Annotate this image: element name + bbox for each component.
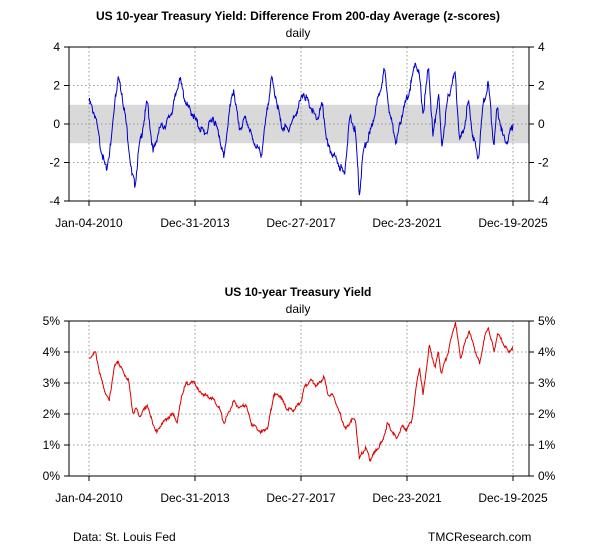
y-tick-label-left: 5% [43,314,61,328]
x-tick-label: Dec-27-2017 [266,216,336,230]
yield-chart-title: US 10-year Treasury Yield [225,285,372,299]
y-tick-label-left: 3% [43,376,61,390]
plot-frame [68,320,530,477]
site-credit: TMCResearch.com [428,530,532,544]
y-tick-label-right: 2% [538,407,556,421]
y-tick-label-right: 0 [538,117,545,131]
x-tick-label: Dec-19-2025 [478,216,548,230]
y-tick-label-left: -2 [49,156,60,170]
y-tick-label-left: 4 [53,40,60,54]
y-tick-label-right: -2 [538,156,549,170]
x-tick-label: Dec-31-2013 [160,216,230,230]
yield-chart-subtitle: daily [286,302,311,316]
y-tick-label-right: 3% [538,376,556,390]
y-tick-label-left: -4 [49,194,60,208]
zscore-panel: US 10-year Treasury Yield: Difference Fr… [49,9,549,230]
x-tick-label: Dec-23-2021 [372,491,442,505]
series-line [89,321,514,463]
x-tick-label: Dec-23-2021 [372,216,442,230]
y-tick-label-right: 5% [538,314,556,328]
y-tick-label-left: 2 [53,79,60,93]
zscore-chart-subtitle: daily [286,26,311,40]
data-source-note: Data: St. Louis Fed [73,530,176,544]
x-tick-label: Dec-19-2025 [478,491,548,505]
plot-frame [68,46,530,202]
x-tick-label: Jan-04-2010 [55,491,123,505]
y-tick-label-right: 1% [538,438,556,452]
y-tick-label-right: 4 [538,40,545,54]
y-tick-label-left: 0% [43,469,61,483]
y-tick-label-left: 2% [43,407,61,421]
x-tick-label: Dec-31-2013 [160,491,230,505]
zscore-chart-title: US 10-year Treasury Yield: Difference Fr… [96,9,500,23]
yield-panel: US 10-year Treasury Yield daily Jan-04-2… [43,285,556,505]
y-tick-label-right: 2 [538,79,545,93]
y-tick-label-right: -4 [538,194,549,208]
y-tick-label-left: 4% [43,345,61,359]
series-line [88,62,514,196]
y-tick-label-left: 0 [53,117,60,131]
x-tick-label: Dec-27-2017 [266,491,336,505]
y-tick-label-left: 1% [43,438,61,452]
y-tick-label-right: 0% [538,469,556,483]
x-tick-label: Jan-04-2010 [55,216,123,230]
y-tick-label-right: 4% [538,345,556,359]
